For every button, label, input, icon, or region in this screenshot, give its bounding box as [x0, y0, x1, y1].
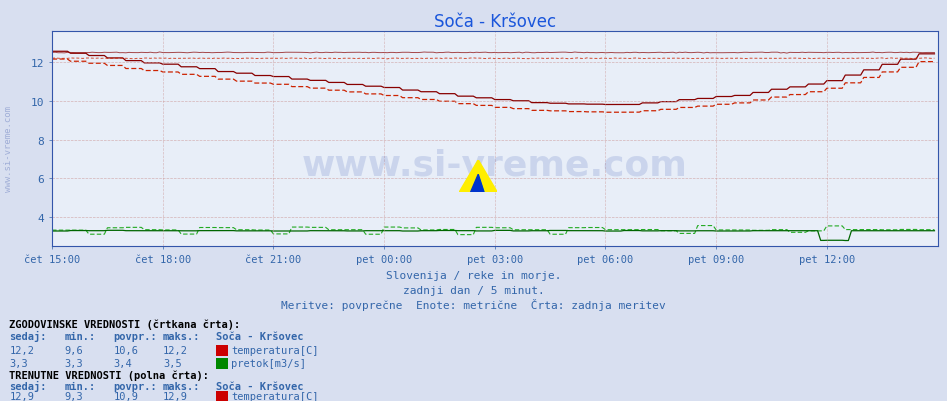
Text: temperatura[C]: temperatura[C] [231, 345, 318, 355]
Text: maks.:: maks.: [163, 331, 201, 341]
Text: Soča - Kršovec: Soča - Kršovec [216, 331, 303, 341]
Text: 3,4: 3,4 [114, 358, 133, 368]
Text: povpr.:: povpr.: [114, 381, 157, 391]
Text: temperatura[C]: temperatura[C] [231, 391, 318, 401]
Polygon shape [471, 175, 484, 192]
Text: pretok[m3/s]: pretok[m3/s] [231, 358, 306, 368]
Text: 12,2: 12,2 [9, 345, 34, 355]
Text: zadnji dan / 5 minut.: zadnji dan / 5 minut. [402, 286, 545, 296]
Text: 10,9: 10,9 [114, 391, 138, 401]
Text: 9,6: 9,6 [64, 345, 83, 355]
Text: ZGODOVINSKE VREDNOSTI (črtkana črta):: ZGODOVINSKE VREDNOSTI (črtkana črta): [9, 318, 241, 329]
Polygon shape [459, 160, 497, 192]
Text: 12,9: 12,9 [163, 391, 188, 401]
Text: Soča - Kršovec: Soča - Kršovec [216, 381, 303, 391]
Text: Slovenija / reke in morje.: Slovenija / reke in morje. [385, 271, 562, 281]
Text: min.:: min.: [64, 331, 96, 341]
Text: sedaj:: sedaj: [9, 380, 47, 391]
Text: 10,6: 10,6 [114, 345, 138, 355]
Text: 3,5: 3,5 [163, 358, 182, 368]
Text: 3,3: 3,3 [64, 358, 83, 368]
Text: TRENUTNE VREDNOSTI (polna črta):: TRENUTNE VREDNOSTI (polna črta): [9, 369, 209, 380]
Title: Soča - Kršovec: Soča - Kršovec [434, 12, 556, 30]
Text: 12,9: 12,9 [9, 391, 34, 401]
Text: www.si-vreme.com: www.si-vreme.com [4, 105, 13, 191]
Text: 12,2: 12,2 [163, 345, 188, 355]
Polygon shape [473, 176, 484, 192]
Text: povpr.:: povpr.: [114, 331, 157, 341]
Text: maks.:: maks.: [163, 381, 201, 391]
Text: min.:: min.: [64, 381, 96, 391]
Text: sedaj:: sedaj: [9, 330, 47, 341]
Text: www.si-vreme.com: www.si-vreme.com [302, 148, 688, 182]
Text: 9,3: 9,3 [64, 391, 83, 401]
Text: 3,3: 3,3 [9, 358, 28, 368]
Text: Meritve: povprečne  Enote: metrične  Črta: zadnja meritev: Meritve: povprečne Enote: metrične Črta:… [281, 298, 666, 310]
